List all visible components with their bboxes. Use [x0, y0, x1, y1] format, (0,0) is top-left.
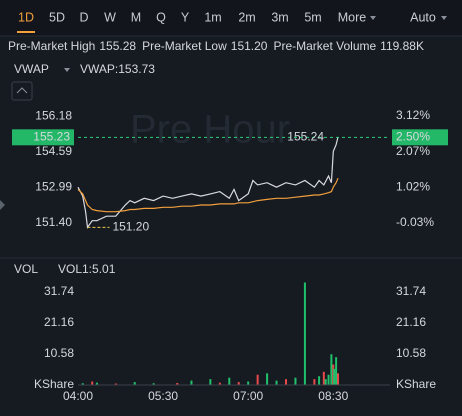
collapse-icon — [16, 87, 28, 94]
y2-tick-label: 1.02% — [396, 179, 430, 193]
timeframe-tab[interactable]: D — [79, 10, 88, 24]
timeframe-tab[interactable]: M — [131, 10, 141, 24]
volume-bar — [335, 357, 338, 385]
side-handle[interactable] — [0, 200, 5, 210]
x-tick-label: 05:30 — [148, 389, 178, 403]
indicator-value: VWAP:153.73 — [80, 62, 155, 76]
y-tick-label: 21.16 — [44, 315, 74, 329]
volume-bar — [294, 377, 297, 385]
watermark: Pre Hour — [130, 108, 290, 152]
stat-label: Pre-Market Volume — [273, 39, 376, 53]
last-change: 2.50% — [396, 129, 430, 143]
last-change-box — [392, 129, 448, 146]
volume-bar — [327, 374, 330, 385]
timeframe-tab[interactable]: Y — [181, 10, 190, 24]
y-tick-label: 151.40 — [35, 215, 72, 229]
y-tick-label: 152.99 — [35, 180, 72, 194]
timeframe-tab[interactable]: Auto — [410, 10, 436, 24]
volume-bar — [247, 381, 250, 385]
price-line — [77, 136, 339, 230]
volume-bar — [237, 382, 240, 385]
volume-bar — [133, 382, 136, 385]
stat-value: 151.20 — [231, 39, 268, 53]
stat-value: 155.28 — [99, 39, 136, 53]
volume-bar — [95, 382, 98, 385]
volume-bar — [81, 383, 84, 385]
volume-bar — [324, 379, 327, 385]
timeframe-tab[interactable]: Q — [156, 10, 166, 24]
volume-bar — [152, 383, 155, 385]
dropdown-icon — [370, 16, 376, 20]
x-tick-label: 08:30 — [318, 389, 348, 403]
volume-bar — [218, 382, 221, 385]
timeframe-tab[interactable]: W — [104, 10, 116, 24]
toolbar — [0, 0, 462, 36]
collapse-button[interactable] — [11, 81, 33, 101]
indicator-name: VWAP — [14, 62, 49, 76]
stat-label: Pre-Market Low — [142, 39, 227, 53]
volume-bar — [209, 379, 212, 385]
timeframe-tab[interactable]: 5m — [304, 10, 321, 24]
high-label: 155.24 — [287, 129, 324, 143]
volume-bar — [228, 377, 231, 385]
volume-subtitle: VOL1:5.01 — [58, 262, 116, 276]
timeframe-tab[interactable]: 1m — [204, 10, 221, 24]
timeframe-tab[interactable]: 5D — [49, 10, 65, 24]
y2-tick-label: 2.07% — [396, 144, 430, 158]
volume-bar — [330, 354, 333, 385]
volume-bar — [318, 376, 321, 385]
volume-bar — [114, 383, 117, 385]
stat-label: Pre-Market High — [8, 39, 95, 53]
volume-title: VOL — [14, 262, 38, 276]
volume-bar — [275, 380, 278, 385]
timeframe-tab[interactable]: 3m — [271, 10, 288, 24]
volume-bar — [190, 380, 193, 385]
price-line — [77, 177, 339, 213]
volume-bar — [322, 371, 325, 385]
dropdown-icon — [64, 68, 70, 72]
volume-bar — [337, 373, 339, 385]
y2-tick-label: 21.16 — [396, 315, 426, 329]
volume-bar — [303, 282, 306, 385]
last-price: 155.23 — [33, 129, 70, 143]
y-tick-label: 10.58 — [44, 346, 74, 360]
volume-bar — [91, 381, 94, 385]
y2-tick-label: KShare — [396, 377, 436, 391]
volume-bar — [285, 379, 287, 385]
y2-tick-label: -0.03% — [396, 215, 434, 229]
timeframe-tab[interactable]: 1D — [18, 10, 34, 24]
y-tick-label: 156.18 — [35, 108, 72, 122]
y-tick-label: 31.74 — [44, 284, 74, 298]
volume-bar — [313, 379, 316, 385]
last-price-box — [12, 129, 74, 146]
low-label: 151.20 — [112, 220, 149, 234]
volume-bar — [176, 382, 179, 385]
timeframe-tab[interactable]: 2m — [238, 10, 255, 24]
timeframe-tab[interactable]: More — [338, 10, 367, 24]
stat-value: 119.88K — [380, 39, 424, 53]
y-tick-label: KShare — [34, 377, 74, 391]
y2-tick-label: 3.12% — [396, 108, 430, 122]
dropdown-icon — [441, 16, 447, 20]
x-tick-label: 04:00 — [63, 389, 93, 403]
x-tick-label: 07:00 — [233, 389, 263, 403]
volume-bar — [333, 368, 336, 385]
y-tick-label: 154.59 — [35, 144, 72, 158]
volume-bar — [256, 374, 259, 385]
volume-bar — [266, 373, 269, 385]
tab-underline — [17, 31, 35, 33]
y2-tick-label: 10.58 — [396, 346, 426, 360]
y2-tick-label: 31.74 — [396, 284, 426, 298]
